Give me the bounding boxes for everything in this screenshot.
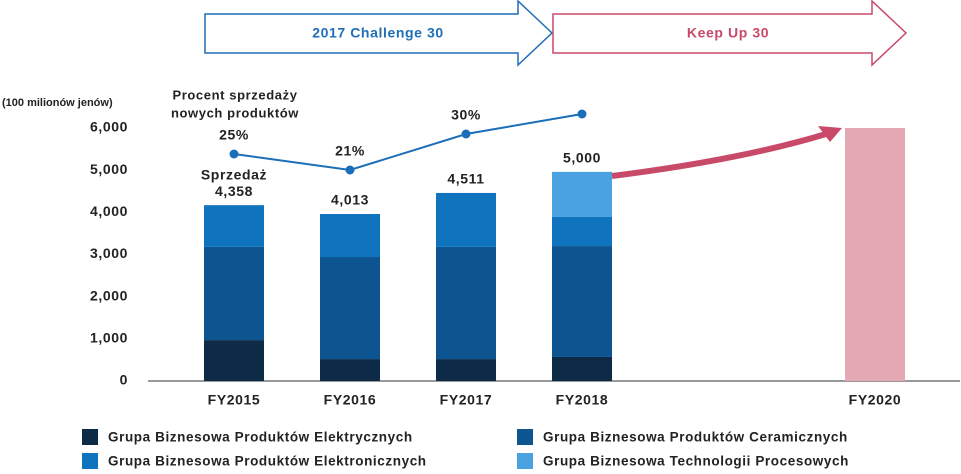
bar-segment [204, 205, 264, 247]
legend-swatch [517, 453, 533, 469]
line-point [345, 165, 355, 175]
bar-segment [552, 171, 612, 217]
y-tick-label: 0 [120, 372, 128, 388]
total-label: 4,511 [447, 171, 484, 187]
y-tick-label: 4,000 [90, 203, 128, 219]
legend-swatch [517, 429, 533, 445]
x-tick-label: FY2016 [324, 392, 377, 408]
total-label: 4,358 [215, 183, 253, 199]
y-tick-label: 3,000 [90, 245, 128, 261]
x-tick-label: FY2017 [440, 392, 493, 408]
bar-segment [436, 246, 496, 360]
bar-segment [204, 246, 264, 341]
line-label: nowych produktów [171, 105, 299, 120]
x-tick-label: FY2020 [849, 392, 902, 408]
y-tick-label: 1,000 [90, 330, 128, 346]
bar-segment [552, 246, 612, 357]
growth-arrow [611, 131, 827, 179]
line-point [229, 149, 239, 159]
bar-segment [204, 340, 264, 381]
line-point [461, 129, 471, 139]
phase-label: Keep Up 30 [687, 25, 769, 41]
bar-segment [320, 359, 380, 381]
legend-swatch [82, 453, 98, 469]
legend-label: Grupa Biznesowa Produktów Elektronicznyc… [108, 454, 427, 469]
y-tick-label: 5,000 [90, 161, 128, 177]
x-tick-label: FY2018 [556, 392, 609, 408]
bar-segment [436, 192, 496, 247]
bar-segment [845, 128, 905, 381]
phase-arrow [552, 0, 908, 67]
phase-arrow [204, 0, 554, 67]
line-label: Procent sprzedaży [172, 87, 297, 102]
y-tick-label: 2,000 [90, 287, 128, 303]
total-label: 5,000 [563, 150, 601, 166]
legend-swatch [82, 429, 98, 445]
bar-segment [436, 359, 496, 381]
legend-label: Grupa Biznesowa Produktów Elektrycznych [108, 430, 413, 445]
legend-label: Grupa Biznesowa Technologii Procesowych [543, 454, 849, 469]
bar-segment [552, 216, 612, 247]
x-tick-label: FY2015 [208, 392, 261, 408]
line-point [577, 109, 587, 119]
bar-segment [552, 356, 612, 381]
line [233, 113, 583, 172]
bar-segment [320, 257, 380, 360]
y-tick-label: 6,000 [90, 119, 128, 135]
y-axis-label: (100 milionów jenów) [2, 97, 113, 109]
phase-label: 2017 Challenge 30 [312, 25, 444, 41]
growth-arrowhead [818, 126, 842, 142]
total-label: 4,013 [331, 192, 369, 208]
line-value-label: 21% [335, 143, 365, 159]
line-value-label: 30% [451, 107, 481, 123]
sales-label: Sprzedaż [201, 167, 267, 183]
line-value-label: 25% [219, 127, 249, 143]
legend-label: Grupa Biznesowa Produktów Ceramicznych [543, 430, 848, 445]
bar-segment [320, 214, 380, 258]
